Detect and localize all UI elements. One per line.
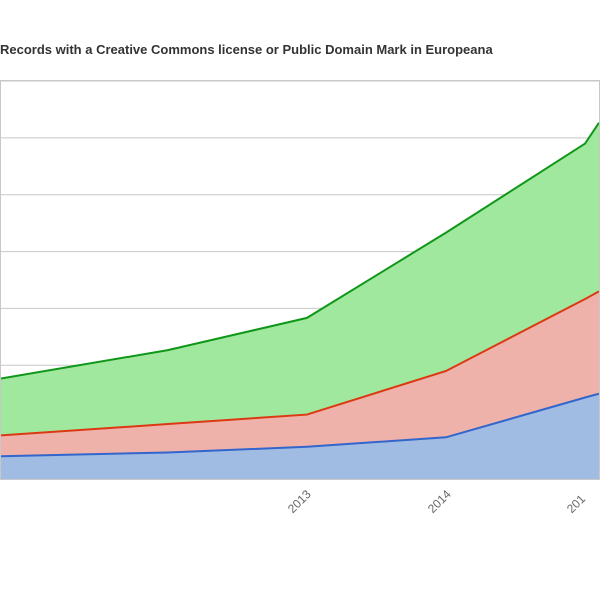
chart-svg (1, 81, 599, 479)
x-tick-label: 2014 (425, 487, 454, 516)
x-tick-label: 201 (564, 492, 588, 516)
chart-title: Records with a Creative Commons license … (0, 42, 493, 57)
x-tick-label: 2013 (285, 487, 314, 516)
stacked-area-chart: Records with a Creative Commons license … (0, 0, 600, 600)
plot-area (0, 80, 600, 480)
